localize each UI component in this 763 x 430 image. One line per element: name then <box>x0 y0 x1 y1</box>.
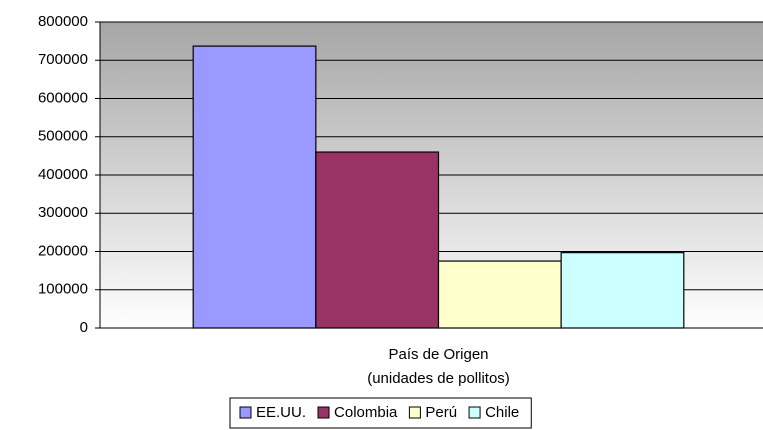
y-tick-label: 100000 <box>38 281 88 298</box>
x-axis-label: (unidades de pollitos) <box>367 370 510 387</box>
y-tick-label: 0 <box>80 319 88 336</box>
bar <box>560 252 685 329</box>
bar <box>437 260 562 329</box>
legend-label: Chile <box>485 404 519 421</box>
bar <box>315 151 440 329</box>
y-tick-label: 600000 <box>38 89 88 106</box>
legend-swatch <box>317 406 330 419</box>
y-tick-label: 700000 <box>38 51 88 68</box>
y-tick-label: 400000 <box>38 166 88 183</box>
legend-label: Colombia <box>334 404 398 421</box>
legend-label: Perú <box>425 404 457 421</box>
y-tick-label: 300000 <box>38 204 88 221</box>
y-tick-label: 500000 <box>38 128 88 145</box>
x-tick-label: País de Origen <box>388 346 488 363</box>
legend-swatch <box>408 406 421 419</box>
legend-label: EE.UU. <box>256 404 306 421</box>
y-tick-label: 200000 <box>38 242 88 259</box>
legend <box>229 397 532 429</box>
legend-swatch <box>468 406 481 419</box>
y-tick-label: 800000 <box>38 13 88 30</box>
legend-swatch <box>239 406 252 419</box>
bar <box>192 45 317 329</box>
